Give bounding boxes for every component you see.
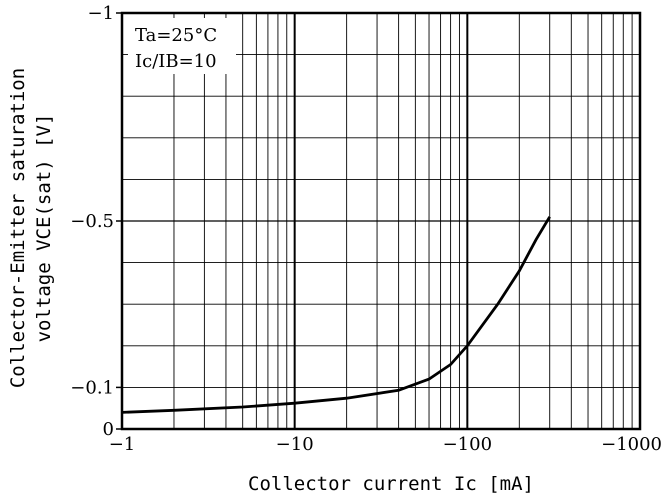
y-axis-label-line2: voltage VCE(sat) [V] xyxy=(33,114,55,343)
y-tick-label: 0 xyxy=(103,419,114,440)
x-tick-label: −1000 xyxy=(601,434,662,455)
x-axis-label: Collector current Ic [mA] xyxy=(248,473,534,495)
annotation-temperature: Ta=25°C xyxy=(135,25,217,46)
y-tick-label: −0.5 xyxy=(70,211,114,232)
x-tick-label: −1 xyxy=(109,434,136,455)
y-axis-label-line1: Collector-Emitter saturation xyxy=(7,68,29,388)
conditions-box-background xyxy=(128,18,236,74)
annotation-current-ratio: Ic/IB=10 xyxy=(135,51,217,72)
series-line xyxy=(121,216,551,414)
y-tick-label: −0.1 xyxy=(70,377,114,398)
grid-lines xyxy=(122,13,640,429)
x-tick-label: −100 xyxy=(443,434,492,455)
x-tick-label: −10 xyxy=(276,434,314,455)
y-tick-label: −1 xyxy=(87,3,114,24)
